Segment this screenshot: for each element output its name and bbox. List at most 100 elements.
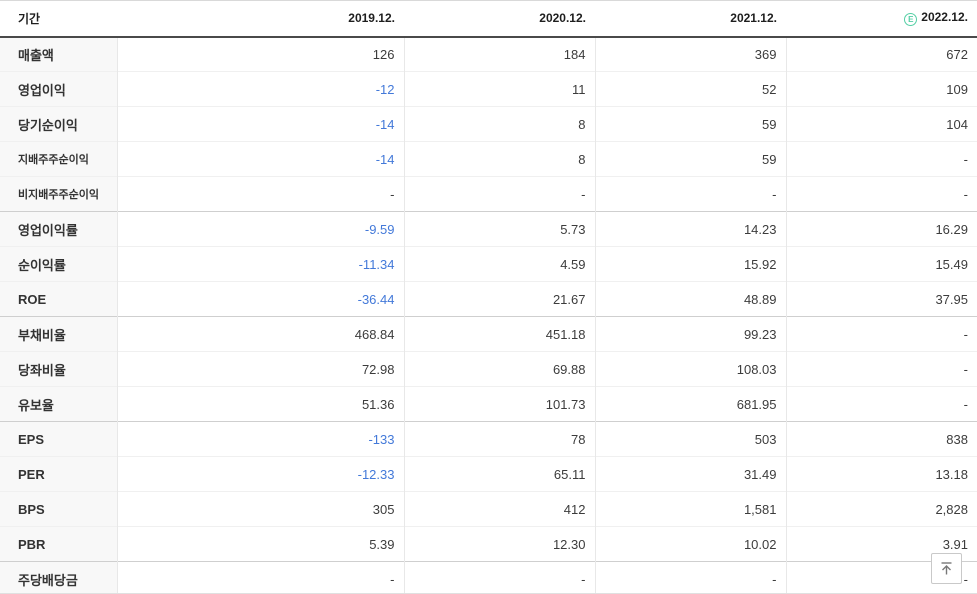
cell-value-text: 10.02 — [743, 536, 777, 552]
cell-value: 65.11 — [403, 456, 595, 492]
cell-value: 104 — [785, 106, 977, 142]
cell-value: 59 — [594, 106, 786, 142]
cell-value-text: 412 — [563, 501, 586, 517]
cell-value-text: 8 — [578, 151, 586, 167]
cell-value: 52 — [594, 71, 786, 107]
cell-value-text: 14.23 — [743, 221, 777, 237]
cell-value: 305 — [116, 491, 404, 527]
cell-value: 681.95 — [594, 386, 786, 422]
cell-value-text: - — [581, 571, 586, 587]
cell-value: -12 — [116, 71, 404, 107]
cell-value: 101.73 — [403, 386, 595, 422]
row-label: 주당배당금 — [0, 561, 117, 594]
cell-value-text: 101.73 — [545, 396, 586, 412]
cell-value: - — [403, 176, 595, 212]
row-label: 매출액 — [0, 36, 117, 72]
cell-value: 5.73 — [403, 211, 595, 247]
cell-value-text: 109 — [946, 81, 968, 97]
cell-value-text: 305 — [372, 501, 395, 517]
table-row: EPS -133 78 503 838 — [0, 421, 977, 457]
row-label: 당기순이익 — [0, 106, 117, 142]
row-label: PBR — [0, 526, 117, 562]
cell-value: 8 — [403, 106, 595, 142]
cell-value-text: -133 — [368, 431, 395, 447]
table-row: 부채비율 468.84 451.18 99.23 - — [0, 316, 977, 352]
cell-value: -9.59 — [116, 211, 404, 247]
period-header-cell: 기간 — [0, 0, 117, 38]
cell-value-text: 16.29 — [935, 221, 968, 237]
cell-value-text: -12 — [375, 81, 395, 97]
cell-value-text: 13.18 — [935, 466, 968, 482]
cell-value: -11.34 — [116, 246, 404, 282]
cell-value: 4.59 — [403, 246, 595, 282]
cell-value: 37.95 — [785, 281, 977, 317]
cell-value: 31.49 — [594, 456, 786, 492]
cell-value: 78 — [403, 421, 595, 457]
cell-value: 1,581 — [594, 491, 786, 527]
table-row: 당좌비율 72.98 69.88 108.03 - — [0, 351, 977, 387]
cell-value-text: 59 — [762, 116, 777, 132]
cell-value-text: 451.18 — [545, 326, 586, 342]
cell-value: 5.39 — [116, 526, 404, 562]
cell-value: 10.02 — [594, 526, 786, 562]
table-row: 순이익률 -11.34 4.59 15.92 15.49 — [0, 246, 977, 282]
table-row: ROE -36.44 21.67 48.89 37.95 — [0, 281, 977, 317]
cell-value-text: 52 — [762, 81, 777, 97]
cell-value: 51.36 — [116, 386, 404, 422]
cell-value-text: - — [963, 151, 968, 167]
cell-value-text: - — [772, 186, 777, 202]
cell-value-text: 72.98 — [361, 361, 395, 377]
cell-value-text: 184 — [563, 46, 586, 62]
cell-value-text: - — [963, 326, 968, 342]
cell-value: 21.67 — [403, 281, 595, 317]
cell-value-text: 3.91 — [942, 536, 968, 552]
cell-value: - — [116, 561, 404, 594]
cell-value-text: -11.34 — [358, 256, 395, 272]
cell-value-text: - — [963, 396, 968, 412]
cell-value-text: -9.59 — [364, 221, 395, 237]
cell-value: 72.98 — [116, 351, 404, 387]
cell-value: 48.89 — [594, 281, 786, 317]
cell-value: - — [785, 141, 977, 177]
cell-value: 15.92 — [594, 246, 786, 282]
year-column-label: 2019.12. — [348, 11, 395, 26]
table-row: 매출액 126 184 369 672 — [0, 36, 977, 72]
cell-value-text: 65.11 — [553, 466, 586, 482]
table-row: 비지배주주순이익 - - - - — [0, 176, 977, 212]
year-column-label: 2022.12. — [921, 10, 968, 25]
cell-value-text: 37.95 — [935, 291, 968, 307]
cell-value: - — [403, 561, 595, 594]
cell-value: -36.44 — [116, 281, 404, 317]
cell-value: 69.88 — [403, 351, 595, 387]
cell-value-text: - — [772, 571, 777, 587]
header-row: 기간 2019.12. 2020.12. 2021.12. E 2022.12. — [0, 0, 977, 38]
cell-value: - — [785, 351, 977, 387]
cell-value-text: -36.44 — [357, 291, 395, 307]
cell-value-text: 104 — [946, 116, 968, 132]
row-label: PER — [0, 456, 117, 492]
cell-value-text: 8 — [578, 116, 586, 132]
cell-value-text: -14 — [375, 151, 395, 167]
table-row: 유보율 51.36 101.73 681.95 - — [0, 386, 977, 422]
cell-value-text: 672 — [946, 46, 968, 62]
row-label: 순이익률 — [0, 246, 117, 282]
cell-value-text: - — [390, 571, 395, 587]
cell-value: 11 — [403, 71, 595, 107]
cell-value: - — [594, 176, 786, 212]
cell-value-text: 838 — [946, 431, 968, 447]
year-column-label: 2020.12. — [539, 11, 586, 26]
row-label: 유보율 — [0, 386, 117, 422]
cell-value-text: 681.95 — [736, 396, 777, 412]
cell-value: 503 — [594, 421, 786, 457]
cell-value-text: -12.33 — [357, 466, 395, 482]
cell-value: -12.33 — [116, 456, 404, 492]
table-row: 영업이익률 -9.59 5.73 14.23 16.29 — [0, 211, 977, 247]
scroll-to-top-button[interactable] — [931, 553, 962, 584]
cell-value-text: 99.23 — [743, 326, 777, 342]
cell-value-text: 21.67 — [552, 291, 586, 307]
arrow-up-to-bar-icon — [941, 562, 952, 575]
cell-value: - — [785, 386, 977, 422]
table-row: 당기순이익 -14 8 59 104 — [0, 106, 977, 142]
